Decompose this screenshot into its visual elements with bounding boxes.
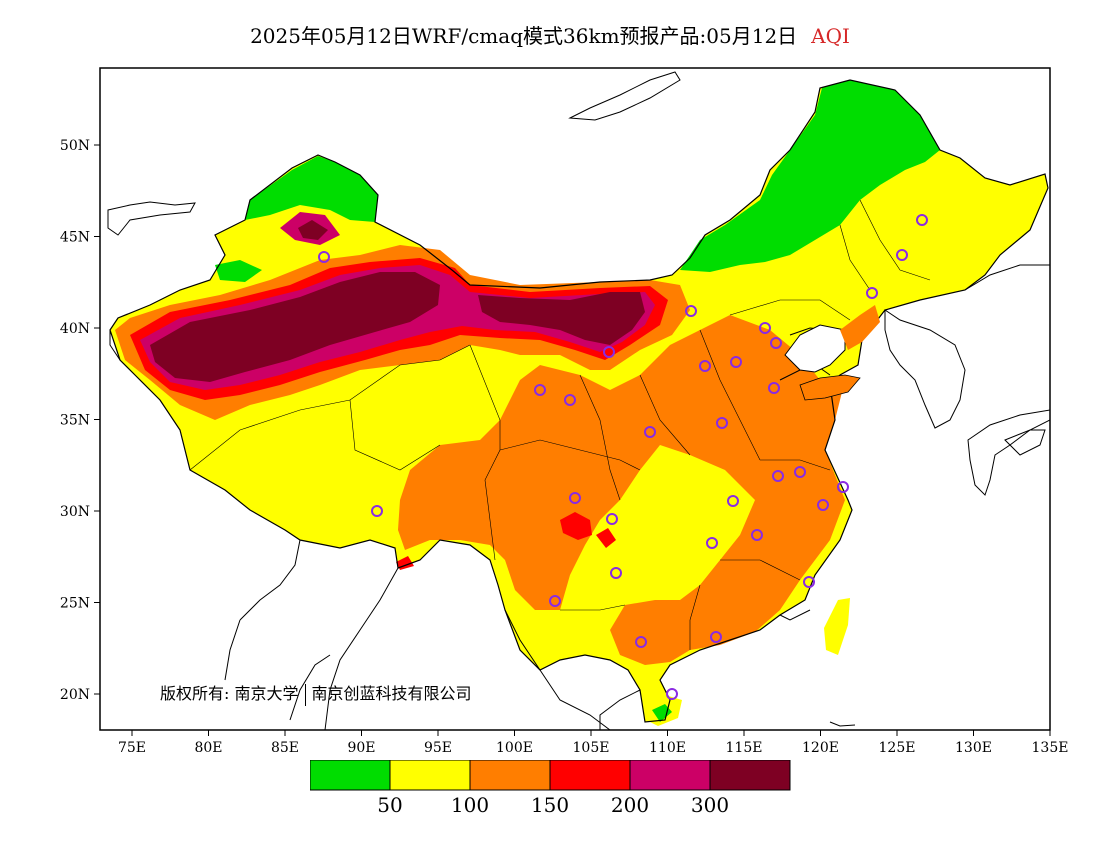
credit-org-1: 南京大学: [234, 684, 299, 703]
station-marker: [706, 537, 718, 549]
northwest-good-region-2: [215, 260, 262, 282]
legend-label: 150: [531, 793, 569, 817]
station-marker: [837, 481, 849, 493]
lat-tick-label: 50N: [60, 138, 90, 154]
taiwan-island: [824, 598, 850, 655]
hainan-green: [652, 704, 672, 722]
station-marker: [916, 214, 928, 226]
lon-tick-label: 100E: [496, 740, 533, 756]
legend-swatch: [310, 760, 391, 791]
northwest-good-region: [245, 156, 378, 222]
longitude-axis: 75E 80E 85E 90E 95E 100E 105E 110E 115E 120E 125E 1…: [118, 730, 1069, 756]
station-marker: [534, 384, 546, 396]
red-spot-sichuan-2: [596, 528, 616, 548]
map-area: [107, 71, 1050, 730]
legend-swatch: [469, 760, 551, 791]
station-marker: [635, 636, 647, 648]
copyright-credit: 版权所有: 南京大学 南京创蓝科技有限公司: [160, 680, 472, 706]
lon-tick-label: 80E: [194, 740, 222, 756]
map-title: 2025年05月12日WRF/cmaq模式36km预报产品:05月12日 AQI: [0, 20, 1100, 49]
station-marker: [666, 688, 678, 700]
station-marker: [727, 495, 739, 507]
station-marker: [772, 470, 784, 482]
legend-swatch: [549, 760, 631, 791]
station-marker: [318, 251, 330, 263]
legend-label: 300: [691, 793, 729, 817]
lon-tick-label: 85E: [271, 740, 299, 756]
liaodong-orange: [840, 305, 880, 350]
station-marker: [371, 505, 383, 517]
station-marker: [603, 346, 615, 358]
station-marker: [866, 287, 878, 299]
lon-tick-label: 135E: [1032, 740, 1069, 756]
yellow-hole-central: [615, 450, 745, 595]
map-frame: [99, 67, 1051, 731]
red-spot-sichuan: [560, 512, 592, 540]
station-marker: [896, 249, 908, 261]
credit-org-2: 南京创蓝科技有限公司: [311, 684, 472, 703]
station-marker: [759, 322, 771, 334]
legend-boxes: [310, 760, 791, 791]
bohai-sea: [784, 324, 846, 373]
station-markers: [318, 214, 928, 700]
station-marker: [606, 513, 618, 525]
station-marker: [817, 499, 829, 511]
station-marker: [610, 567, 622, 579]
station-marker: [716, 417, 728, 429]
lat-tick-label: 20N: [60, 687, 90, 703]
neighbor-coastlines: [107, 71, 1050, 730]
lon-tick-label: 105E: [573, 740, 610, 756]
hazardous-region-gobi: [478, 292, 645, 345]
northeast-good-region: [680, 80, 940, 272]
hazardous-region-taklamakan: [150, 272, 440, 382]
lon-tick-label: 75E: [118, 740, 146, 756]
legend-swatch: [709, 760, 791, 791]
lon-tick-label: 120E: [802, 740, 839, 756]
legend-label: 50: [377, 793, 402, 817]
lat-tick-label: 40N: [60, 321, 90, 337]
station-marker: [770, 337, 782, 349]
lon-tick-label: 115E: [726, 740, 763, 756]
legend-labels: 50 100 150 200 300: [377, 793, 729, 817]
station-marker: [564, 394, 576, 406]
color-legend: 50 100 150 200 300: [310, 760, 791, 817]
lon-tick-label: 110E: [649, 740, 686, 756]
station-marker: [644, 426, 656, 438]
station-marker: [803, 576, 815, 588]
shandong-peninsula: [799, 374, 861, 401]
station-marker: [794, 466, 806, 478]
station-marker: [549, 595, 561, 607]
legend-swatch: [629, 760, 711, 791]
station-marker: [569, 492, 581, 504]
latitude-axis: 20N 25N 30N 35N 40N 45N 50N: [60, 138, 100, 703]
legend-label: 100: [451, 793, 489, 817]
lon-tick-label: 125E: [879, 740, 916, 756]
station-marker: [730, 356, 742, 368]
china-border: [109, 79, 1049, 723]
lat-tick-label: 45N: [60, 230, 90, 246]
legend-swatch: [389, 760, 471, 791]
lon-tick-label: 130E: [955, 740, 992, 756]
station-marker: [699, 360, 711, 372]
station-marker: [751, 529, 763, 541]
lat-tick-label: 25N: [60, 596, 90, 612]
lon-tick-label: 95E: [424, 740, 452, 756]
lat-tick-label: 30N: [60, 504, 90, 520]
credit-separator: [304, 683, 306, 706]
title-text: 2025年05月12日WRF/cmaq模式36km预报产品:05月12日: [250, 24, 798, 48]
province-boundaries: [189, 199, 931, 650]
title-variable: AQI: [811, 24, 850, 48]
lat-tick-label: 35N: [60, 413, 90, 429]
station-marker: [685, 305, 697, 317]
orange-region-central: [398, 315, 845, 665]
legend-label: 200: [611, 793, 649, 817]
station-marker: [710, 631, 722, 643]
lon-tick-label: 90E: [347, 740, 375, 756]
hazardous-spot-north-core: [298, 220, 328, 240]
credit-prefix: 版权所有:: [160, 684, 230, 703]
station-marker: [768, 382, 780, 394]
